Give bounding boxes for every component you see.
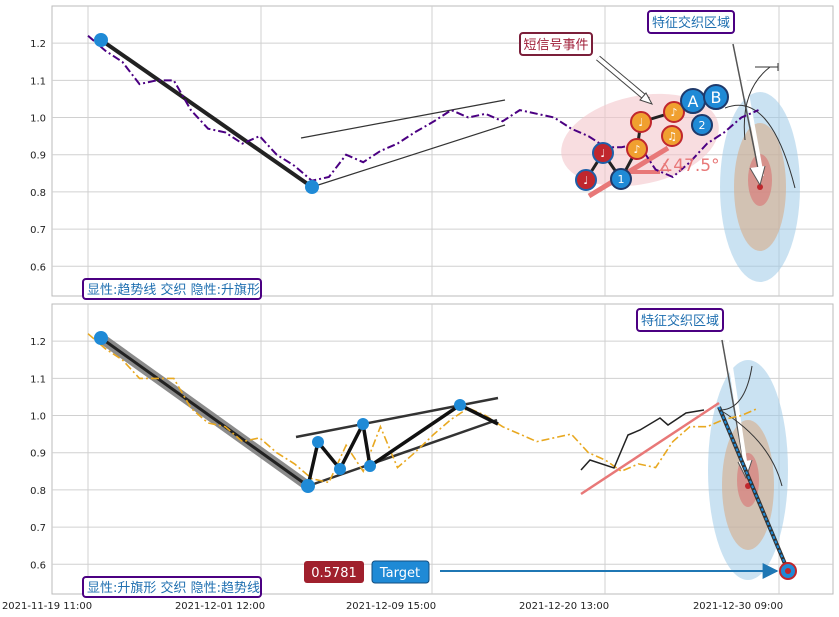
top-grid [52,6,833,296]
target-badge-label: Target [379,566,420,581]
bottom-region-label-box [636,308,724,332]
bottom-legend-box [82,576,262,598]
marker-1 [610,168,632,190]
marker-note-6 [663,101,685,123]
y-tick-label: 0.6 [30,560,46,571]
marker-note-3 [626,138,648,160]
target-badge [371,560,430,584]
bottom-region-label: 特征交织区域 [641,313,719,329]
y-tick-label: 0.7 [30,523,46,534]
bottom-legend-label: 显性:升旗形 交织 隐性:趋势线 [87,580,260,596]
top-signal-markers: ♩ ♩ 1 ♪ ♩ ♫ ♪ 2 A B [575,84,729,191]
bottom-grid [52,304,833,594]
marker-B-label: B [711,88,722,107]
top-series-line [87,34,759,182]
marker-note-4-label: ♩ [638,116,643,129]
y-tick-label: 1.1 [30,374,46,385]
marker-note-1 [575,169,597,191]
top-channel-upper [300,99,506,139]
top-anchor-start [94,33,108,47]
y-tick-label: 0.9 [30,449,46,460]
value-badge [304,561,364,583]
top-angle-label: ∡47.5° [658,156,720,176]
top-legend-box [82,278,262,300]
bottom-plot-frame [51,303,834,595]
bottom-series-line [87,333,759,484]
bottom-pink-trendline [580,401,720,496]
top-trendline-main [99,38,314,189]
top-channel-lower [311,124,506,188]
y-tick-label: 1.2 [30,39,46,50]
y-tick-label: 1.1 [30,76,46,87]
y-tick-label: 1.2 [30,337,46,348]
x-tick-label: 2021-12-01 12:00 [175,601,265,612]
signal-label: 短信号事件 [523,38,588,53]
marker-2-label: 2 [699,119,706,132]
top-feature-region [720,43,800,282]
target-projection-shadow [717,406,790,572]
signal-label-box [519,32,593,56]
marker-B [703,84,729,110]
x-tick-label: 2021-11-19 11:00 [2,601,92,612]
marker-note-5-label: ♫ [667,130,677,143]
marker-note-2-label: ♩ [600,147,605,160]
marker-note-6-label: ♪ [670,106,677,119]
marker-note-3-label: ♪ [633,143,640,156]
bottom-anchor-low [301,479,315,493]
x-axis-ticks: 2021-11-19 11:00 2021-12-01 12:00 2021-12-… [2,601,783,612]
y-tick-label: 0.7 [30,225,46,236]
bottom-trendline-main [100,336,309,488]
top-plot-frame [51,5,834,297]
y-tick-label: 0.8 [30,486,46,497]
top-region-label: 特征交织区域 [652,15,730,31]
marker-2 [691,114,713,136]
bottom-recent-segment [580,409,705,471]
y-tick-label: 1.0 [30,114,46,125]
x-tick-label: 2021-12-20 13:00 [519,601,609,612]
top-region-label-box [647,10,735,34]
marker-note-4 [630,111,652,133]
flag-lower [307,418,498,488]
top-anchor-low [305,180,319,194]
y-tick-label: 1.0 [30,412,46,423]
x-tick-label: 2021-12-30 09:00 [693,601,783,612]
top-panel: 0.6 0.7 0.8 0.9 1.0 1.1 1.2 [30,5,834,300]
bottom-anchor-start [94,331,108,345]
value-badge-label: 0.5781 [311,566,357,581]
top-y-ticks: 0.6 0.7 0.8 0.9 1.0 1.1 1.2 [30,39,46,273]
marker-1-label: 1 [618,173,625,186]
marker-note-5 [661,125,683,147]
bottom-y-ticks: 0.6 0.7 0.8 0.9 1.0 1.1 1.2 [30,337,46,571]
y-tick-label: 0.8 [30,188,46,199]
marker-note-2 [592,142,614,164]
bottom-panel: 0.6 0.7 0.8 0.9 1.0 1.1 1.2 [30,303,834,598]
marker-note-1-label: ♩ [583,174,588,187]
top-legend-label: 显性:趋势线 交织 隐性:升旗形 [87,282,260,298]
marker-A-label: A [688,92,699,111]
y-tick-label: 0.6 [30,262,46,273]
y-tick-label: 0.9 [30,151,46,162]
x-tick-label: 2021-12-09 15:00 [346,601,436,612]
